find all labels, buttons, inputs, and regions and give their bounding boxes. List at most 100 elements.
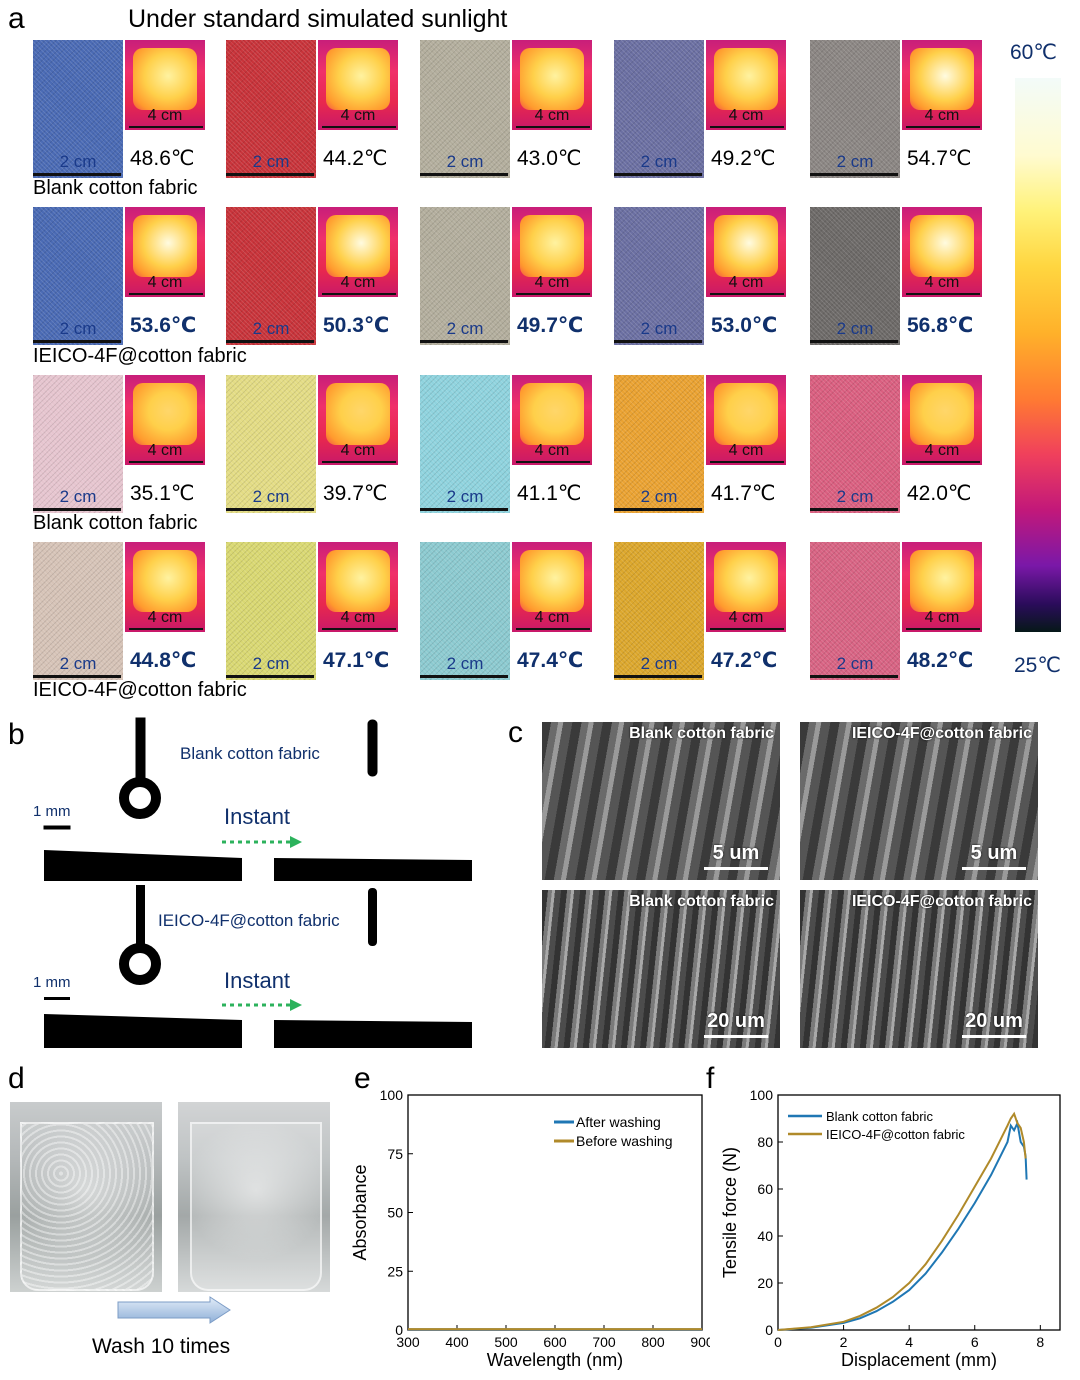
scale-bar-4cm [906, 126, 980, 128]
fabric-photo: 2 cm [810, 207, 900, 345]
fabric-photo: 2 cm [420, 375, 510, 513]
fabric-photo: 2 cm [420, 542, 510, 680]
x-axis-label: Displacement (mm) [841, 1350, 997, 1370]
fabric-photo: 2 cm [33, 40, 123, 178]
scale-bar-2cm [33, 508, 121, 511]
fabric-photo: 2 cm [614, 207, 704, 345]
temperature-value: 41.1℃ [517, 482, 582, 505]
scale-label-2cm: 2 cm [640, 152, 678, 171]
panel-b-top-label: Blank cotton fabric [180, 744, 320, 763]
absorbance-chart: 300 400 500 600 700 800 900 0 25 50 75 100 Wavelengt… [350, 1087, 710, 1370]
hot-spot [714, 215, 778, 277]
temperature-value: 43.0℃ [517, 147, 582, 170]
scale-bar-2cm [420, 173, 508, 176]
thermal-image: 4 cm [125, 542, 205, 632]
scale-label-2cm: 2 cm [640, 487, 678, 506]
scale-label-2cm: 2 cm [446, 319, 484, 338]
scale-label-2cm: 2 cm [640, 654, 678, 673]
panel-a-title: Under standard simulated sunlight [128, 5, 508, 33]
temperature-value: 53.0℃ [711, 314, 778, 337]
droplet-ring-bottom [119, 943, 161, 985]
temperature-value: 53.6℃ [130, 314, 197, 337]
thermal-image: 4 cm [318, 40, 398, 130]
sem-scale: 20 um [962, 1010, 1026, 1038]
scale-label-4cm: 4 cm [728, 274, 764, 291]
scale-label-4cm: 4 cm [534, 442, 570, 459]
y-tick-label: 50 [387, 1205, 403, 1221]
fabric-photo: 2 cm [226, 542, 316, 680]
scale-label-4cm: 4 cm [340, 274, 376, 291]
colorbar-min-label: 25℃ [1014, 654, 1061, 677]
scale-label-4cm: 4 cm [147, 274, 183, 291]
scale-bar-4cm [710, 293, 784, 295]
temperature-value: 47.4℃ [517, 649, 584, 672]
panel-b-top-instant: Instant [224, 804, 291, 829]
scale-bar-2cm [33, 173, 121, 176]
scale-bar-2cm [226, 340, 314, 343]
thermal-image: 4 cm [125, 40, 205, 130]
sem-image-blank-5um: Blank cotton fabric 5 um [542, 722, 780, 880]
fabric-photo: 2 cm [810, 40, 900, 178]
scale-bar-2cm [420, 340, 508, 343]
wash-arrow [117, 1296, 231, 1324]
scale-label-4cm: 4 cm [147, 609, 183, 626]
thermal-image: 4 cm [706, 542, 786, 632]
scale-label-4cm: 4 cm [534, 609, 570, 626]
hot-spot [910, 48, 974, 110]
hot-spot [910, 215, 974, 277]
x-tick-label: 6 [971, 1334, 979, 1350]
scale-bar-2cm [810, 675, 898, 678]
needle-left-bottom [136, 885, 145, 945]
thermal-image: 4 cm [706, 40, 786, 130]
scale-bar-2cm [226, 675, 314, 678]
fabric-photo: 2 cm [614, 40, 704, 178]
temperature-value: 44.2℃ [323, 147, 388, 170]
scale-bar-4cm [129, 628, 203, 630]
scale-label-4cm: 4 cm [534, 107, 570, 124]
scale-bar-2cm [614, 508, 702, 511]
fabric-photo: 2 cm [614, 375, 704, 513]
scale-bar-4cm [322, 628, 396, 630]
hot-spot [520, 550, 584, 612]
y-tick-label: 100 [750, 1087, 774, 1103]
scale-label-2cm: 2 cm [640, 319, 678, 338]
panel-b-bottom-scale: 1 mm [33, 974, 71, 991]
droplet-ring [119, 777, 161, 819]
arrow-head [290, 836, 302, 848]
substrate-right [274, 858, 472, 881]
scale-label-4cm: 4 cm [728, 609, 764, 626]
sem-image-ieico-20um: IEICO-4F@cotton fabric 20 um [800, 890, 1038, 1048]
scale-label-2cm: 2 cm [252, 654, 290, 673]
hot-spot [520, 48, 584, 110]
scale-label-2cm: 2 cm [252, 487, 290, 506]
scale-label-2cm: 2 cm [252, 152, 290, 171]
plot-frame [777, 1094, 1061, 1331]
substrate-left [44, 850, 242, 881]
hot-spot [133, 215, 197, 277]
panel-d-letter: d [8, 1062, 25, 1095]
thermal-image: 4 cm [318, 207, 398, 297]
scale-label-4cm: 4 cm [147, 107, 183, 124]
panel-b-bottom-label: IEICO-4F@cotton fabric [158, 911, 340, 930]
scale-label-4cm: 4 cm [340, 609, 376, 626]
beaker-photo-after [178, 1102, 330, 1292]
scale-bar-4cm [906, 461, 980, 463]
panel-b-bottom-instant: Instant [224, 968, 291, 993]
panel-f-letter: f [706, 1062, 715, 1095]
scale-bar-2cm [420, 675, 508, 678]
thermal-image: 4 cm [318, 375, 398, 465]
y-axis-label: Absorbance [350, 1164, 370, 1260]
hot-spot [714, 550, 778, 612]
scale-bar-4cm [710, 628, 784, 630]
y-tick-label: 0 [395, 1322, 403, 1338]
fabric-photo: 2 cm [226, 40, 316, 178]
x-tick-label: 600 [543, 1334, 567, 1350]
legend-entry: After washing [576, 1114, 661, 1130]
x-tick-label: 0 [774, 1334, 782, 1350]
sem-title: Blank cotton fabric [629, 893, 774, 910]
hot-spot [326, 48, 390, 110]
x-tick-label: 8 [1036, 1334, 1044, 1350]
y-tick-label: 0 [765, 1322, 773, 1338]
fabric-photo: 2 cm [614, 542, 704, 680]
